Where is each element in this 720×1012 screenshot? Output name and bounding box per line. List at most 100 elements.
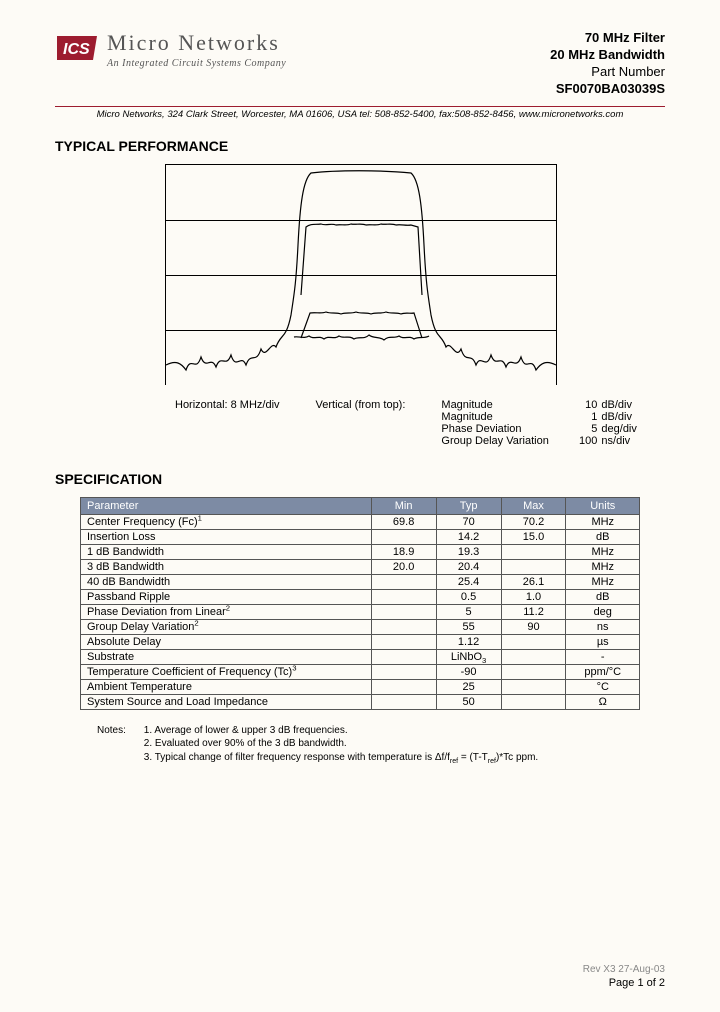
notes-block: Notes: 1. Average of lower & upper 3 dB … (97, 724, 665, 765)
spec-cell (501, 559, 566, 574)
notes-list: 1. Average of lower & upper 3 dB frequen… (144, 724, 538, 765)
spec-row: 40 dB Bandwidth25.426.1MHz (81, 574, 640, 589)
spec-cell: 70 (436, 514, 501, 529)
spec-cell (371, 694, 436, 709)
spec-cell: deg (566, 604, 640, 619)
part-number: SF0070BA03039S (550, 81, 665, 98)
spec-cell: 19.3 (436, 544, 501, 559)
spec-cell: Group Delay Variation2 (81, 619, 372, 634)
spec-header-cell: Parameter (81, 497, 372, 514)
spec-header-cell: Min (371, 497, 436, 514)
spec-cell: 1.0 (501, 589, 566, 604)
spec-cell (371, 634, 436, 649)
vertical-scale-label: Vertical (from top): (316, 399, 406, 447)
vertical-scale-rows: Magnitude10dB/divMagnitude1dB/divPhase D… (441, 399, 636, 447)
page-footer: Rev X3 27-Aug-03 Page 1 of 2 (583, 963, 665, 990)
performance-heading: TYPICAL PERFORMANCE (55, 138, 665, 154)
product-title-2: 20 MHz Bandwidth (550, 47, 665, 64)
performance-chart: Horizontal: 8 MHz/div Vertical (from top… (165, 164, 555, 447)
spec-cell: 14.2 (436, 529, 501, 544)
note-item: 2. Evaluated over 90% of the 3 dB bandwi… (144, 737, 538, 751)
spec-cell (371, 589, 436, 604)
notes-label: Notes: (97, 724, 141, 738)
spec-cell: 20.4 (436, 559, 501, 574)
spec-cell: MHz (566, 514, 640, 529)
spec-cell: °C (566, 679, 640, 694)
spec-row: 1 dB Bandwidth18.919.3 MHz (81, 544, 640, 559)
spec-row: Phase Deviation from Linear2511.2deg (81, 604, 640, 619)
spec-header-cell: Units (566, 497, 640, 514)
spec-cell: ppm/°C (566, 664, 640, 679)
spec-cell: 18.9 (371, 544, 436, 559)
spec-cell: dB (566, 589, 640, 604)
spec-cell: dB (566, 529, 640, 544)
scale-row: Phase Deviation5deg/div (441, 423, 636, 435)
spec-cell: 40 dB Bandwidth (81, 574, 372, 589)
spec-row: Temperature Coefficient of Frequency (Tc… (81, 664, 640, 679)
scale-row: Magnitude1dB/div (441, 411, 636, 423)
spec-cell: ns (566, 619, 640, 634)
spec-cell (371, 619, 436, 634)
spec-cell (501, 694, 566, 709)
spec-row: SubstrateLiNbO3- (81, 649, 640, 664)
header-row: ICS Micro Networks An Integrated Circuit… (55, 30, 665, 98)
spec-cell: 90 (501, 619, 566, 634)
company-tagline: An Integrated Circuit Systems Company (107, 58, 286, 69)
spec-cell: MHz (566, 574, 640, 589)
spec-cell: Temperature Coefficient of Frequency (Tc… (81, 664, 372, 679)
spec-cell: 55 (436, 619, 501, 634)
spec-row: Group Delay Variation2 5590ns (81, 619, 640, 634)
spec-cell: Passband Ripple (81, 589, 372, 604)
spec-row: Center Frequency (Fc)169.87070.2MHz (81, 514, 640, 529)
spec-cell: 3 dB Bandwidth (81, 559, 372, 574)
spec-cell: 0.5 (436, 589, 501, 604)
company-address: Micro Networks, 324 Clark Street, Worces… (55, 109, 665, 120)
spec-row: Passband Ripple 0.51.0dB (81, 589, 640, 604)
spec-row: Ambient Temperature 25 °C (81, 679, 640, 694)
product-title-1: 70 MHz Filter (550, 30, 665, 47)
specification-table: ParameterMinTypMaxUnits Center Frequency… (80, 497, 640, 710)
spec-cell (501, 544, 566, 559)
spec-cell (371, 529, 436, 544)
spec-cell (501, 634, 566, 649)
revision-text: Rev X3 27-Aug-03 (583, 963, 665, 976)
spec-cell: µs (566, 634, 640, 649)
spec-cell: 69.8 (371, 514, 436, 529)
spec-cell (371, 649, 436, 664)
spec-cell: Center Frequency (Fc)1 (81, 514, 372, 529)
note-item: 3. Typical change of filter frequency re… (144, 751, 538, 765)
spec-header-cell: Typ (436, 497, 501, 514)
spec-row: Absolute Delay1.12µs (81, 634, 640, 649)
spec-cell: 25 (436, 679, 501, 694)
spec-header-cell: Max (501, 497, 566, 514)
spec-cell (501, 679, 566, 694)
datasheet-page: ICS Micro Networks An Integrated Circuit… (0, 0, 720, 1012)
spec-cell (371, 664, 436, 679)
spec-cell: -90 (436, 664, 501, 679)
spec-cell (371, 679, 436, 694)
scale-row: Magnitude10dB/div (441, 399, 636, 411)
spec-cell: Ambient Temperature (81, 679, 372, 694)
horizontal-scale: Horizontal: 8 MHz/div (175, 399, 280, 447)
spec-cell: Ω (566, 694, 640, 709)
spec-row: System Source and Load Impedance 50 Ω (81, 694, 640, 709)
scale-row: Group Delay Variation100ns/div (441, 435, 636, 447)
page-number: Page 1 of 2 (583, 976, 665, 990)
spec-cell: LiNbO3 (436, 649, 501, 664)
company-logo-icon: ICS (55, 30, 99, 64)
spec-cell: System Source and Load Impedance (81, 694, 372, 709)
company-name: Micro Networks (107, 30, 286, 56)
spec-cell: MHz (566, 559, 640, 574)
svg-text:ICS: ICS (63, 41, 90, 58)
header-divider (55, 106, 665, 107)
logo-block: ICS Micro Networks An Integrated Circuit… (55, 30, 286, 69)
spec-cell (501, 664, 566, 679)
spec-cell (371, 574, 436, 589)
spec-cell (371, 604, 436, 619)
spec-cell (501, 649, 566, 664)
spec-cell: 50 (436, 694, 501, 709)
spec-cell: 1 dB Bandwidth (81, 544, 372, 559)
spec-cell: MHz (566, 544, 640, 559)
spec-cell: 1.12 (436, 634, 501, 649)
spec-cell: 70.2 (501, 514, 566, 529)
